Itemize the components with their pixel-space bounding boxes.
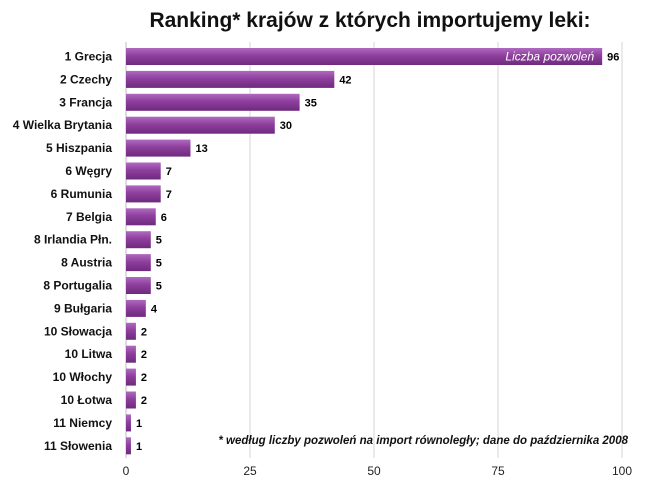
bar <box>126 48 603 65</box>
x-tick-label: 25 <box>243 464 257 478</box>
value-label: 2 <box>141 326 147 338</box>
bar <box>126 391 136 409</box>
bar <box>126 70 335 88</box>
value-label: 35 <box>305 97 317 109</box>
bar <box>126 208 156 226</box>
value-label: 1 <box>136 441 142 453</box>
bar <box>126 299 146 317</box>
value-label: 7 <box>166 166 172 178</box>
category-label: 8 Austria <box>61 256 112 270</box>
value-label: 2 <box>141 349 147 361</box>
grid-layer <box>125 42 623 458</box>
category-label: 10 Włochy <box>53 370 113 384</box>
category-label: 10 Słowacja <box>44 324 112 338</box>
category-label: 6 Rumunia <box>51 187 113 201</box>
bar <box>126 185 161 203</box>
bar <box>126 277 151 294</box>
bar <box>126 414 131 432</box>
value-label: 5 <box>156 258 162 270</box>
value-label: 7 <box>166 189 172 201</box>
category-label: 2 Czechy <box>60 72 112 86</box>
category-label: 3 Francja <box>59 95 112 109</box>
value-label: 4 <box>151 303 158 315</box>
bar <box>126 231 151 249</box>
bar <box>126 345 136 363</box>
value-label: 2 <box>141 372 147 384</box>
x-tick-label: 75 <box>491 464 505 478</box>
category-label: 5 Hiszpania <box>46 141 112 155</box>
tick-layer: 0 25 50 75 100 <box>123 464 633 478</box>
bar <box>126 162 161 180</box>
category-label: 8 Irlandia Płn. <box>34 233 112 247</box>
category-label: 7 Belgia <box>66 210 112 224</box>
value-label: 30 <box>280 120 292 132</box>
bar-layer <box>126 48 603 455</box>
category-label: 4 Wielka Brytania <box>13 118 113 132</box>
category-label: 8 Portugalia <box>43 279 112 293</box>
category-label: 11 Słowenia <box>44 439 112 453</box>
footnote: * według liczby pozwoleń na import równo… <box>218 435 628 447</box>
bar <box>126 368 136 386</box>
category-label: 10 Litwa <box>65 347 113 361</box>
category-label: 1 Grecja <box>65 50 113 64</box>
category-label: 9 Bułgaria <box>54 301 112 315</box>
x-tick-label: 100 <box>612 464 632 478</box>
bar <box>126 437 131 455</box>
value-label: 5 <box>156 235 162 247</box>
value-label: 6 <box>161 212 167 224</box>
bar <box>126 116 275 134</box>
category-label: 11 Niemcy <box>53 416 112 430</box>
value-label: 42 <box>339 74 351 86</box>
bar <box>126 254 151 272</box>
bar <box>126 93 300 111</box>
bar <box>126 322 136 340</box>
category-label: 6 Węgry <box>65 164 112 178</box>
category-label: 10 Łotwa <box>61 393 113 407</box>
value-label: 13 <box>195 143 207 155</box>
bar <box>126 139 191 157</box>
x-tick-label: 0 <box>123 464 130 478</box>
value-label: 2 <box>141 395 147 407</box>
chart-title: Ranking* krajów z których importujemy le… <box>149 9 590 32</box>
value-label: 1 <box>136 418 142 430</box>
value-label: 96 <box>607 52 619 64</box>
value-label: 5 <box>156 281 162 293</box>
series-label: Liczba pozwoleń <box>505 50 594 64</box>
x-tick-label: 50 <box>367 464 381 478</box>
